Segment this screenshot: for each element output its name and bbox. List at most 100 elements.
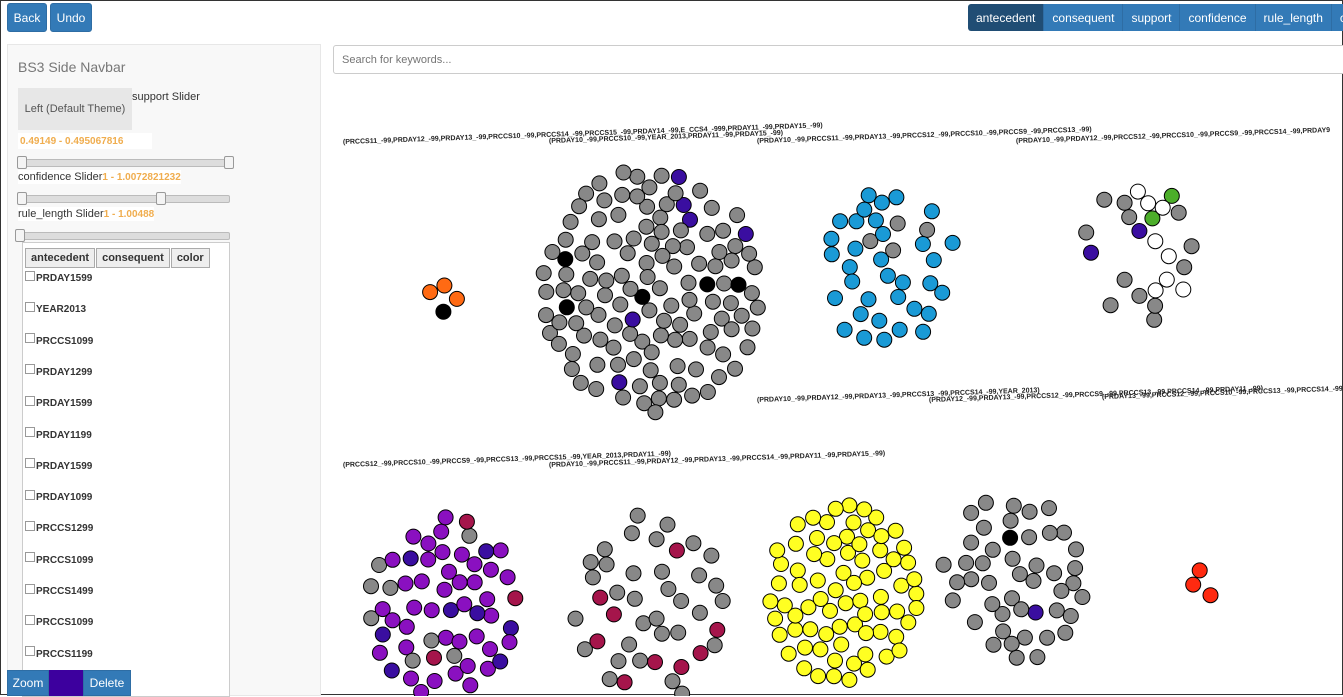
graph-node[interactable] bbox=[888, 628, 905, 645]
graph-node[interactable] bbox=[835, 564, 852, 581]
graph-node[interactable] bbox=[447, 665, 464, 682]
graph-node[interactable] bbox=[670, 169, 687, 185]
graph-node[interactable] bbox=[673, 593, 690, 609]
graph-node[interactable] bbox=[935, 556, 952, 573]
graph-node[interactable] bbox=[809, 572, 826, 589]
graph-node[interactable] bbox=[981, 574, 997, 591]
graph-node[interactable] bbox=[538, 307, 554, 324]
graph-node[interactable] bbox=[652, 327, 669, 344]
graph-node[interactable] bbox=[466, 556, 483, 573]
graph-node[interactable] bbox=[949, 574, 966, 591]
graph-node[interactable] bbox=[1067, 560, 1084, 577]
graph-node[interactable] bbox=[836, 321, 853, 338]
graph-node[interactable] bbox=[692, 182, 709, 199]
graph-node[interactable] bbox=[589, 254, 606, 271]
graph-node[interactable] bbox=[975, 519, 992, 536]
item-checkbox[interactable] bbox=[25, 364, 35, 375]
graph-node[interactable] bbox=[852, 306, 869, 323]
graph-node[interactable] bbox=[363, 578, 379, 595]
graph-node[interactable] bbox=[1140, 195, 1157, 212]
graph-node[interactable] bbox=[691, 567, 708, 584]
graph-node[interactable] bbox=[1185, 576, 1202, 593]
graph-node[interactable] bbox=[434, 544, 451, 561]
graph-node[interactable] bbox=[468, 628, 485, 645]
graph-node[interactable] bbox=[925, 252, 942, 269]
theme-button[interactable]: Left (Default Theme) bbox=[18, 88, 132, 130]
graph-node[interactable] bbox=[413, 684, 430, 697]
graph-node[interactable] bbox=[703, 199, 720, 216]
graph-node[interactable] bbox=[844, 273, 861, 290]
graph-node[interactable] bbox=[596, 192, 613, 209]
graph-node[interactable] bbox=[1078, 224, 1095, 241]
graph-node[interactable] bbox=[744, 320, 761, 337]
graph-node[interactable] bbox=[688, 361, 704, 378]
graph-node[interactable] bbox=[706, 637, 723, 654]
graph-node[interactable] bbox=[574, 245, 591, 262]
item-checkbox[interactable] bbox=[25, 427, 35, 437]
graph-node[interactable] bbox=[1083, 244, 1099, 261]
graph-node[interactable] bbox=[651, 374, 668, 391]
list-item[interactable]: PRDAY1299 bbox=[25, 364, 92, 378]
graph-node[interactable] bbox=[626, 590, 643, 607]
graph-node[interactable] bbox=[885, 551, 902, 568]
graph-node[interactable] bbox=[478, 543, 495, 560]
graph-node[interactable] bbox=[423, 632, 440, 649]
graph-node[interactable] bbox=[823, 230, 840, 247]
graph-node[interactable] bbox=[653, 223, 670, 240]
graph-node[interactable] bbox=[800, 599, 817, 616]
graph-node[interactable] bbox=[841, 671, 858, 688]
graph-node[interactable] bbox=[762, 593, 779, 610]
graph-node[interactable] bbox=[847, 240, 864, 257]
graph-node[interactable] bbox=[507, 590, 524, 607]
graph-node[interactable] bbox=[634, 288, 651, 305]
graph-node[interactable] bbox=[1004, 590, 1020, 607]
graph-node[interactable] bbox=[809, 530, 825, 546]
graph-node[interactable] bbox=[558, 266, 575, 283]
graph-node[interactable] bbox=[402, 550, 419, 567]
graph-node[interactable] bbox=[722, 295, 739, 312]
graph-node[interactable] bbox=[860, 522, 877, 539]
graph-node[interactable] bbox=[610, 356, 626, 373]
graph-node[interactable] bbox=[589, 633, 606, 650]
graph-node[interactable] bbox=[906, 571, 923, 588]
graph-node[interactable] bbox=[769, 542, 786, 559]
graph-node[interactable] bbox=[857, 606, 874, 623]
graph-node[interactable] bbox=[584, 234, 601, 251]
delete-button[interactable]: Delete bbox=[83, 670, 131, 696]
graph-node[interactable] bbox=[767, 610, 784, 627]
graph-node[interactable] bbox=[908, 585, 925, 602]
graph-node[interactable] bbox=[422, 284, 439, 301]
graph-node[interactable] bbox=[591, 175, 608, 192]
graph-node[interactable] bbox=[576, 327, 592, 344]
graph-node[interactable] bbox=[673, 659, 690, 675]
graph-node[interactable] bbox=[857, 646, 874, 663]
graph-node[interactable] bbox=[684, 387, 701, 404]
graph-node[interactable] bbox=[598, 556, 615, 573]
graph-node[interactable] bbox=[1146, 311, 1163, 328]
graph-node[interactable] bbox=[714, 593, 731, 609]
graph-node[interactable] bbox=[787, 607, 804, 624]
graph-node[interactable] bbox=[653, 167, 670, 184]
graph-node[interactable] bbox=[1121, 209, 1138, 226]
graph-node[interactable] bbox=[780, 645, 797, 662]
search-input[interactable] bbox=[333, 45, 1343, 74]
list-item[interactable]: PRDAY1599 bbox=[25, 395, 92, 409]
top-color-button[interactable]: color bbox=[1331, 4, 1343, 31]
graph-node[interactable] bbox=[433, 523, 450, 540]
graph-node[interactable] bbox=[442, 602, 459, 619]
graph-node[interactable] bbox=[787, 535, 804, 552]
graph-node[interactable] bbox=[819, 514, 835, 531]
graph-node[interactable] bbox=[451, 574, 468, 591]
graph-node[interactable] bbox=[625, 351, 642, 368]
graph-node[interactable] bbox=[642, 362, 659, 379]
graph-node[interactable] bbox=[704, 293, 721, 310]
graph-node[interactable] bbox=[592, 331, 609, 348]
graph-node[interactable] bbox=[634, 333, 651, 350]
list-item[interactable]: PRCCS1199 bbox=[25, 646, 93, 660]
graph-node[interactable] bbox=[651, 280, 668, 297]
graph-node[interactable] bbox=[802, 621, 819, 638]
graph-node[interactable] bbox=[889, 215, 906, 232]
graph-node[interactable] bbox=[685, 535, 702, 552]
graph-node[interactable] bbox=[638, 218, 655, 235]
graph-node[interactable] bbox=[1202, 587, 1219, 604]
